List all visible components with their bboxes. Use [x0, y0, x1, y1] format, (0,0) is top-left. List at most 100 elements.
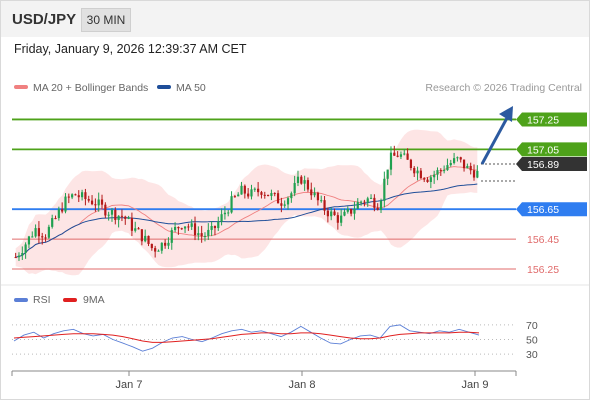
candle-body: [21, 253, 24, 256]
candle-body: [193, 223, 197, 236]
level-label-3: 156.45: [527, 234, 559, 246]
candle-body: [260, 192, 263, 195]
candle-body: [144, 235, 147, 242]
candle-body: [84, 192, 87, 200]
candle-body: [363, 201, 366, 203]
candle-body: [64, 196, 67, 212]
candle-body: [373, 197, 376, 208]
candle-body: [383, 178, 386, 201]
rsi-level-label-70: 70: [526, 320, 538, 332]
bollinger-area: [15, 129, 478, 276]
candle-body: [413, 167, 416, 174]
candle-body: [170, 230, 173, 243]
candle-body: [67, 196, 70, 198]
candle-body: [157, 250, 160, 252]
candle-body: [336, 215, 339, 223]
candle-body: [47, 226, 50, 238]
ma20-legend-swatch: [14, 85, 28, 89]
candle-body: [356, 202, 359, 209]
rsi-legend: RSI 9MA: [14, 294, 105, 306]
candle-body: [31, 236, 34, 238]
candle-body: [203, 235, 207, 237]
credit-label: Research © 2026 Trading Central: [425, 82, 582, 94]
candle-body: [290, 193, 293, 199]
candle-body: [177, 226, 180, 229]
ma9-legend-swatch: [63, 298, 77, 302]
candle-body: [243, 185, 246, 194]
candle-body: [220, 214, 223, 222]
candle-body: [426, 179, 429, 182]
candle-body: [409, 159, 413, 168]
candle-body: [389, 152, 393, 170]
candle-body: [403, 153, 406, 155]
candle-body: [436, 170, 439, 175]
candle-body: [313, 192, 316, 196]
level-label-1: 157.05: [527, 144, 559, 156]
candle-body: [160, 242, 163, 251]
level-tag-0: [516, 112, 587, 127]
candle-body: [263, 194, 266, 196]
candle-body: [150, 243, 153, 249]
rsi-lines: [13, 324, 480, 352]
timeframe-button[interactable]: 30 MIN: [81, 8, 131, 32]
candle-body: [173, 226, 177, 231]
candle-body: [353, 208, 356, 214]
ma9-legend-label: 9MA: [83, 294, 105, 306]
candle-body: [340, 215, 343, 223]
rsi-ma9-line: [13, 331, 480, 343]
candle-body: [187, 226, 190, 228]
candle-body: [296, 176, 300, 183]
symbol-label: USD/JPY: [12, 11, 77, 28]
candle-body: [51, 218, 54, 227]
header-bar: USD/JPY 30 MIN: [1, 1, 589, 37]
candle-body: [376, 207, 379, 210]
candle-body: [459, 157, 462, 160]
x-label-jan8: Jan 8: [289, 379, 316, 391]
candle-body: [406, 153, 409, 160]
candle-body: [134, 228, 137, 231]
candle-body: [316, 192, 320, 201]
candle-body: [207, 229, 210, 236]
rsi-level-label-30: 30: [526, 349, 538, 361]
candle-body: [97, 199, 100, 206]
candle-body: [183, 226, 187, 229]
candle-body: [167, 242, 170, 246]
candle-body: [87, 199, 90, 201]
ma50-legend-swatch: [157, 85, 171, 89]
candle-body: [240, 185, 243, 195]
candle-body: [386, 169, 389, 179]
candle-body: [107, 214, 110, 216]
candle-body: [433, 174, 436, 178]
candle-body: [446, 165, 449, 171]
candle-body: [326, 210, 329, 217]
candle-body: [280, 203, 283, 206]
candle-body: [147, 235, 150, 244]
candle-body: [456, 157, 459, 159]
candle-body: [44, 237, 47, 239]
candle-body: [257, 188, 260, 193]
bollinger-band: [15, 129, 478, 276]
moving-averages: [15, 166, 478, 258]
level-label-2: 156.65: [527, 204, 559, 216]
candle-body: [14, 257, 17, 259]
x-label-jan9: Jan 9: [462, 379, 489, 391]
candles: [14, 145, 479, 261]
candle-body: [37, 228, 41, 237]
candle-body: [180, 228, 183, 230]
candle-body: [110, 209, 114, 215]
candle-body: [71, 194, 74, 198]
candle-body: [124, 216, 127, 219]
candle-body: [237, 194, 240, 197]
level-tag-1: [516, 142, 587, 157]
candle-body: [379, 200, 383, 210]
key-levels: 157.25 157.05 156.65 156.45 156.25: [12, 112, 587, 276]
ma50-line: [15, 183, 478, 258]
candle-body: [223, 212, 227, 215]
candle-body: [396, 155, 399, 157]
candle-body: [54, 218, 57, 220]
candle-body: [320, 200, 323, 202]
candle-body: [77, 195, 80, 198]
ma50-legend-label: MA 50: [176, 82, 206, 94]
rsi-line: [13, 324, 480, 352]
candle-body: [462, 159, 466, 169]
